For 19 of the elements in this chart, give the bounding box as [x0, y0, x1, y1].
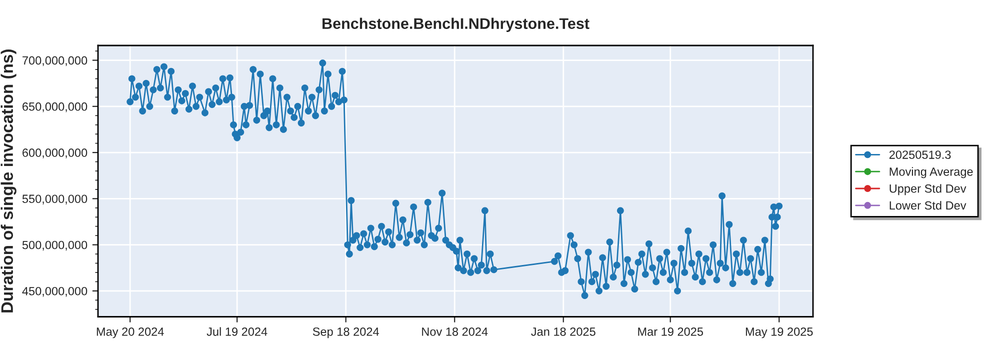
chart-title: Benchstone.BenchI.NDhrystone.Test — [322, 18, 590, 32]
y-tick-label: 700,000,000 — [22, 56, 88, 66]
y-tick-label: 550,000,000 — [22, 194, 88, 204]
legend-label: 20250519.3 — [889, 150, 951, 159]
x-tick-label: May 20 2024 — [96, 327, 164, 338]
legend-label: Upper Std Dev — [890, 184, 966, 196]
legend-label: Lower Std Dev — [890, 200, 966, 210]
y-tick-label: 600,000,000 — [22, 148, 88, 158]
x-tick-label: Mar 19 2025 — [638, 327, 704, 336]
x-tick-label: Jul 19 2024 — [206, 327, 268, 336]
y-tick-label: 650,000,000 — [22, 102, 88, 112]
y-tick-label: 500,000,000 — [22, 240, 88, 251]
x-tick-label: Sep 18 2024 — [312, 327, 379, 338]
y-tick-label: 450,000,000 — [22, 286, 88, 297]
x-tick-label: May 19 2025 — [746, 327, 813, 338]
x-tick-label: Nov 18 2024 — [422, 327, 488, 336]
x-tick-label: Jan 18 2025 — [531, 327, 596, 336]
y-axis-title: Duration of single invocation (ns) — [0, 50, 16, 312]
legend-label: Moving Average — [890, 167, 973, 178]
